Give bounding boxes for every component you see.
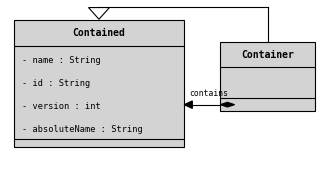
Text: - name : String: - name : String [22,56,101,65]
Bar [14,20,184,147]
Text: - id : String: - id : String [22,79,90,88]
Text: - absoluteName : String: - absoluteName : String [22,125,143,134]
Polygon shape [184,101,192,108]
Text: Contained: Contained [72,28,125,38]
Polygon shape [220,102,235,107]
Polygon shape [89,8,110,19]
Text: contains: contains [189,89,228,98]
Bar [220,42,315,111]
Text: - version : int: - version : int [22,102,101,111]
Text: Container: Container [241,50,294,60]
